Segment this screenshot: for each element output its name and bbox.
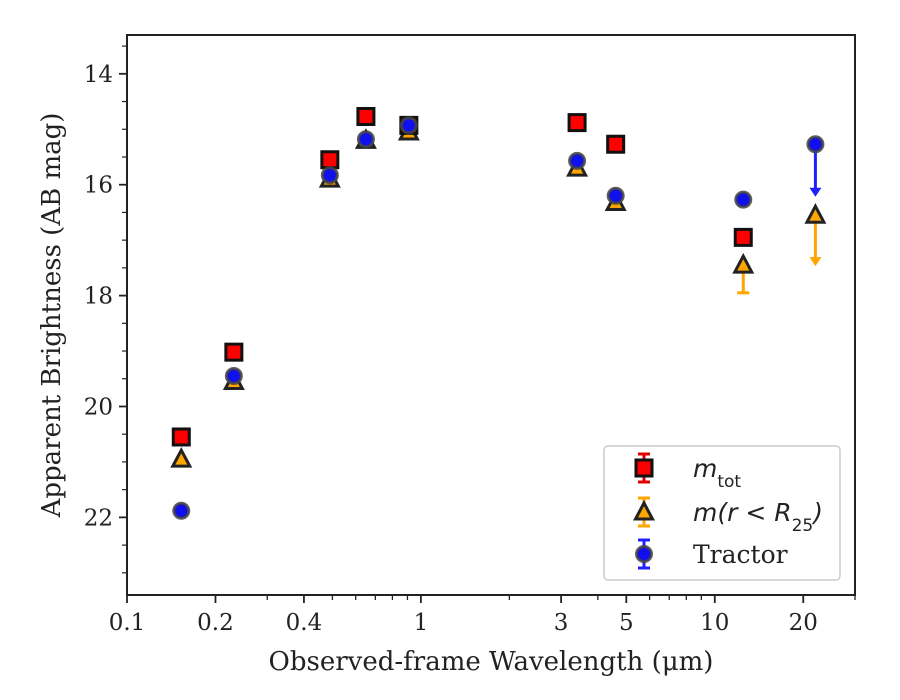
legend-label: Tractor <box>693 540 788 569</box>
marker-triangle <box>804 203 827 224</box>
x-tick-label: 20 <box>789 610 818 636</box>
marker-square <box>224 342 244 362</box>
marker-triangle <box>170 446 193 468</box>
marker-square <box>356 107 376 127</box>
y-axis-label: Apparent Brightness (AB mag) <box>37 113 67 519</box>
marker-square <box>606 134 626 154</box>
plot-marks <box>170 107 827 520</box>
marker-circle <box>399 116 418 135</box>
x-tick-label: 0.2 <box>197 610 234 636</box>
marker-triangle <box>732 252 755 274</box>
marker-circle <box>635 545 653 563</box>
y-tick-label: 20 <box>84 394 113 420</box>
y-tick-label: 16 <box>84 173 113 199</box>
marker-circle <box>606 186 625 205</box>
upper-limit-arrowhead <box>809 187 822 197</box>
marker-square <box>320 150 340 170</box>
y-tick-label: 18 <box>84 284 113 310</box>
marker-circle <box>356 130 375 149</box>
marker-circle <box>734 190 753 209</box>
y-tick-label: 14 <box>84 62 113 88</box>
x-tick-label: 0.1 <box>109 610 146 636</box>
x-tick-label: 1 <box>414 610 429 636</box>
legend-label: mtot <box>693 454 741 492</box>
plot-frame <box>126 34 856 596</box>
marker-circle <box>806 135 825 154</box>
marker-circle <box>568 151 587 170</box>
y-axis: 14 16 18 20 22 <box>84 45 127 574</box>
marker-circle <box>172 501 191 520</box>
x-tick-label: 0.4 <box>286 610 323 636</box>
upper-limit-arrowhead <box>809 257 822 267</box>
marker-triangle <box>633 499 655 521</box>
legend-label: m(r < R25) <box>693 498 823 536</box>
x-axis: 0.1 0.2 0.4 1 3 5 10 20 <box>109 595 856 636</box>
legend-box <box>603 445 841 581</box>
marker-square <box>733 227 753 247</box>
marker-square <box>567 113 587 133</box>
x-tick-label: 3 <box>554 610 569 636</box>
legend: mtot m(r < R25) Tractor <box>603 445 841 581</box>
x-tick-label: 10 <box>700 610 729 636</box>
y-tick-label: 22 <box>84 505 113 531</box>
marker-square <box>171 427 191 447</box>
marker-square <box>634 458 654 478</box>
x-tick-label: 5 <box>619 610 634 636</box>
marker-circle <box>320 166 339 185</box>
x-axis-label: Observed-frame Wavelength (μm) <box>269 647 714 677</box>
marker-circle <box>224 366 243 385</box>
